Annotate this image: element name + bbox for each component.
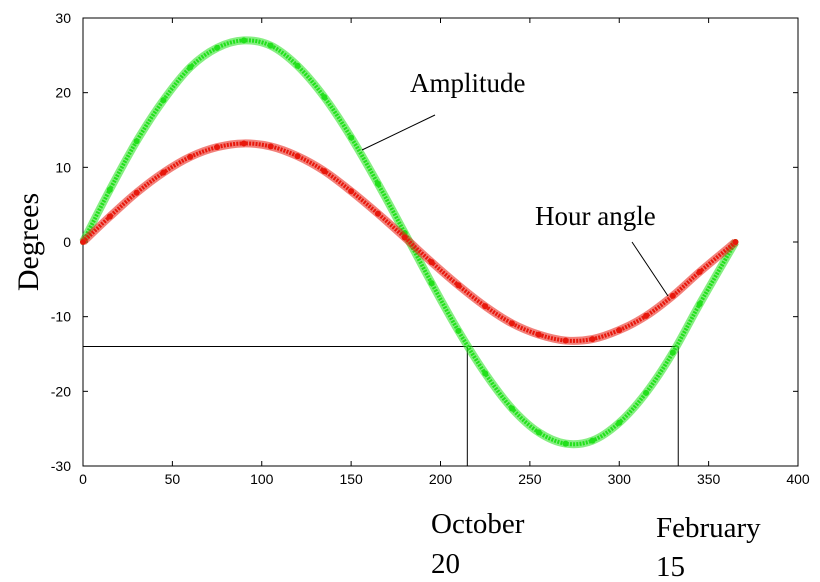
amplitude-point bbox=[187, 64, 194, 71]
october-day-label: 20 bbox=[431, 548, 460, 580]
hour-angle-point bbox=[482, 303, 489, 310]
hour-angle-point bbox=[643, 312, 650, 319]
february-day-label: 15 bbox=[656, 551, 685, 582]
amplitude-point bbox=[455, 327, 462, 334]
x-tick-label: 50 bbox=[165, 471, 181, 487]
hour-angle-point bbox=[160, 169, 167, 176]
hour-angle-point bbox=[589, 336, 596, 343]
amplitude-point bbox=[374, 180, 381, 187]
x-tick-label: 100 bbox=[250, 471, 274, 487]
hour-angle-point bbox=[348, 188, 355, 195]
hour-angle-point bbox=[80, 239, 86, 245]
hour-angle-point bbox=[509, 320, 515, 327]
hour-angle-point bbox=[616, 327, 623, 334]
hour-angle-point bbox=[294, 153, 301, 160]
y-tick-label: -20 bbox=[51, 383, 71, 399]
y-tick-label: 10 bbox=[55, 159, 71, 175]
amplitude-point bbox=[535, 429, 542, 436]
x-tick-label: 200 bbox=[429, 471, 453, 487]
amplitude-point bbox=[321, 94, 328, 101]
amplitude-point bbox=[160, 97, 167, 104]
hour-angle-point bbox=[669, 292, 676, 299]
hour-angle-point bbox=[267, 143, 274, 150]
amplitude-point bbox=[509, 405, 515, 412]
amplitude-point bbox=[240, 37, 247, 44]
amplitude-point bbox=[348, 134, 355, 141]
amplitude-point bbox=[214, 44, 221, 51]
hour-angle-point bbox=[696, 268, 703, 275]
amplitude-point bbox=[133, 138, 140, 145]
amplitude-point bbox=[696, 300, 703, 307]
x-tick-label: 150 bbox=[339, 471, 363, 487]
y-axis: 30 20 10 0 -10 -20 -30 bbox=[51, 10, 798, 474]
hour-angle-point bbox=[187, 153, 194, 160]
amplitude-point bbox=[562, 440, 569, 447]
hour-angle-point bbox=[428, 259, 435, 266]
x-tick-label: 300 bbox=[608, 471, 632, 487]
amplitude-annotation: Amplitude bbox=[410, 68, 526, 98]
amplitude-point bbox=[106, 186, 113, 193]
amplitude-point bbox=[267, 42, 274, 49]
y-tick-label: 20 bbox=[55, 85, 71, 101]
amplitude-point bbox=[482, 370, 489, 377]
hour-angle-point bbox=[562, 337, 569, 344]
x-tick-label: 400 bbox=[786, 471, 810, 487]
amplitude-point bbox=[669, 349, 676, 356]
y-tick-label: -30 bbox=[51, 458, 71, 474]
x-axis: 0 50 100 150 200 250 300 350 400 bbox=[79, 18, 810, 487]
y-tick-label: 0 bbox=[63, 234, 71, 250]
hour-angle-point bbox=[240, 140, 247, 147]
y-tick-label: 30 bbox=[55, 10, 71, 26]
hour-angle-point bbox=[374, 210, 381, 217]
amplitude-callout-line bbox=[361, 114, 436, 151]
plot-area bbox=[82, 17, 799, 467]
x-tick-label: 250 bbox=[518, 471, 542, 487]
hour-angle-callout-line bbox=[631, 241, 669, 297]
x-tick-label: 350 bbox=[697, 471, 721, 487]
october-label: October bbox=[431, 508, 525, 540]
february-label: February bbox=[656, 512, 761, 544]
hour-angle-point bbox=[455, 282, 462, 289]
hour-angle-point bbox=[214, 144, 221, 151]
amplitude-point bbox=[589, 437, 596, 444]
callout-lines bbox=[361, 114, 669, 297]
hour-angle-point bbox=[106, 213, 113, 220]
reference-lines bbox=[83, 346, 679, 466]
amplitude-point bbox=[616, 419, 623, 426]
hour-angle-point bbox=[401, 234, 408, 241]
amplitude-point bbox=[643, 389, 650, 396]
hour-angle-point bbox=[535, 331, 542, 338]
hour-angle-point bbox=[732, 239, 739, 245]
y-axis-label: Degrees bbox=[12, 193, 45, 291]
y-tick-label: -10 bbox=[51, 309, 71, 325]
amplitude-point bbox=[428, 280, 435, 287]
x-tick-label: 0 bbox=[79, 471, 87, 487]
hour-angle-point bbox=[133, 189, 140, 196]
hour-angle-point bbox=[321, 168, 328, 175]
hour-angle-annotation: Hour angle bbox=[535, 201, 656, 231]
amplitude-point bbox=[294, 62, 301, 69]
series-layer bbox=[79, 36, 739, 449]
